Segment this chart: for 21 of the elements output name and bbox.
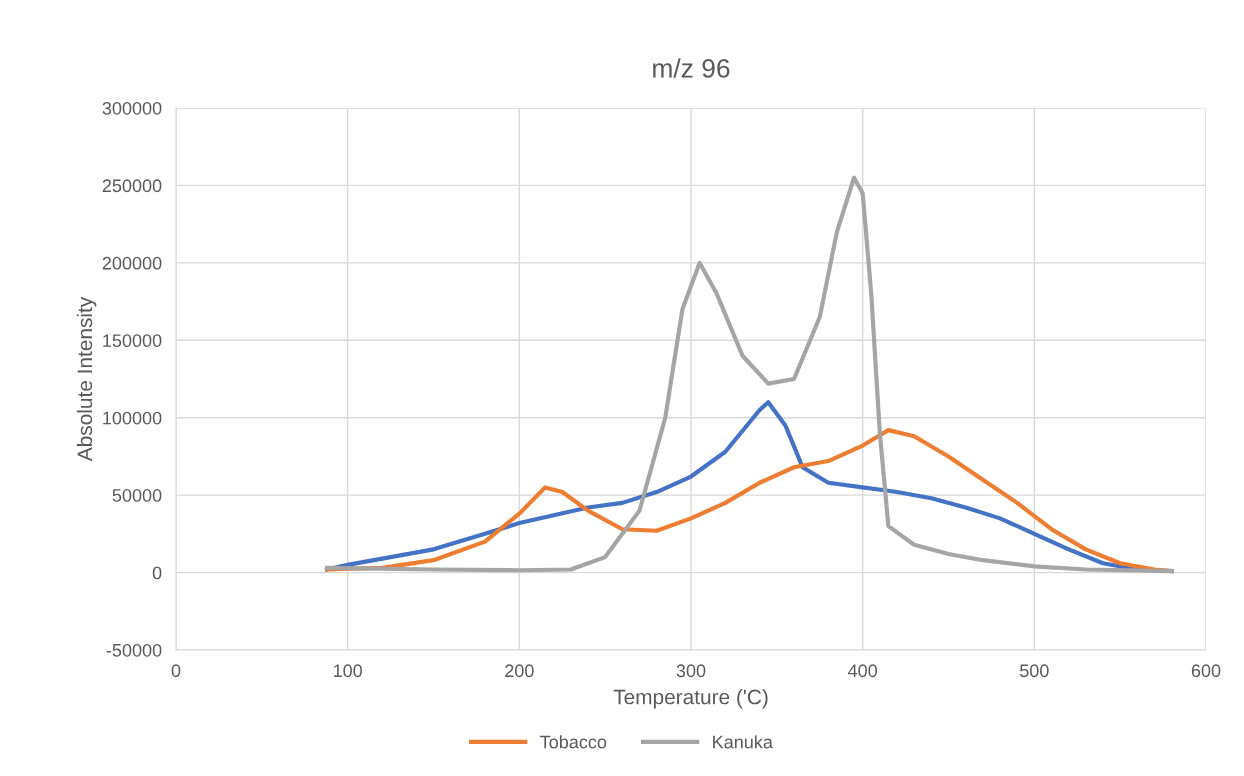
y-tick-label: 150000: [103, 334, 162, 348]
y-tick-label: 0: [152, 566, 162, 580]
y-tick-label: -50000: [106, 643, 162, 657]
legend-label: Kanuka: [713, 735, 773, 749]
x-tick-label: 200: [505, 664, 534, 678]
x-tick-label: 100: [333, 664, 363, 678]
y-tick-label: 100000: [103, 411, 162, 425]
x-tick-label: 0: [171, 664, 181, 678]
y-tick-label: 250000: [102, 179, 162, 193]
y-tick-label: 50000: [112, 489, 162, 502]
x-tick-label: 300: [676, 664, 706, 678]
chart-title: m/z 96: [653, 58, 730, 78]
x-axis-title: Temperature ('C): [613, 689, 768, 709]
x-tick-label: 500: [1019, 664, 1049, 678]
x-tick-label: 400: [848, 664, 878, 678]
y-tick-label: 300000: [102, 101, 162, 115]
line-series: [324, 175, 1174, 574]
x-tick-label: 600: [1191, 664, 1221, 678]
legend-label: Tobacco: [540, 735, 607, 749]
y-tick-label: 200000: [102, 256, 162, 270]
y-axis-title: Absolute Intensity: [76, 296, 97, 462]
